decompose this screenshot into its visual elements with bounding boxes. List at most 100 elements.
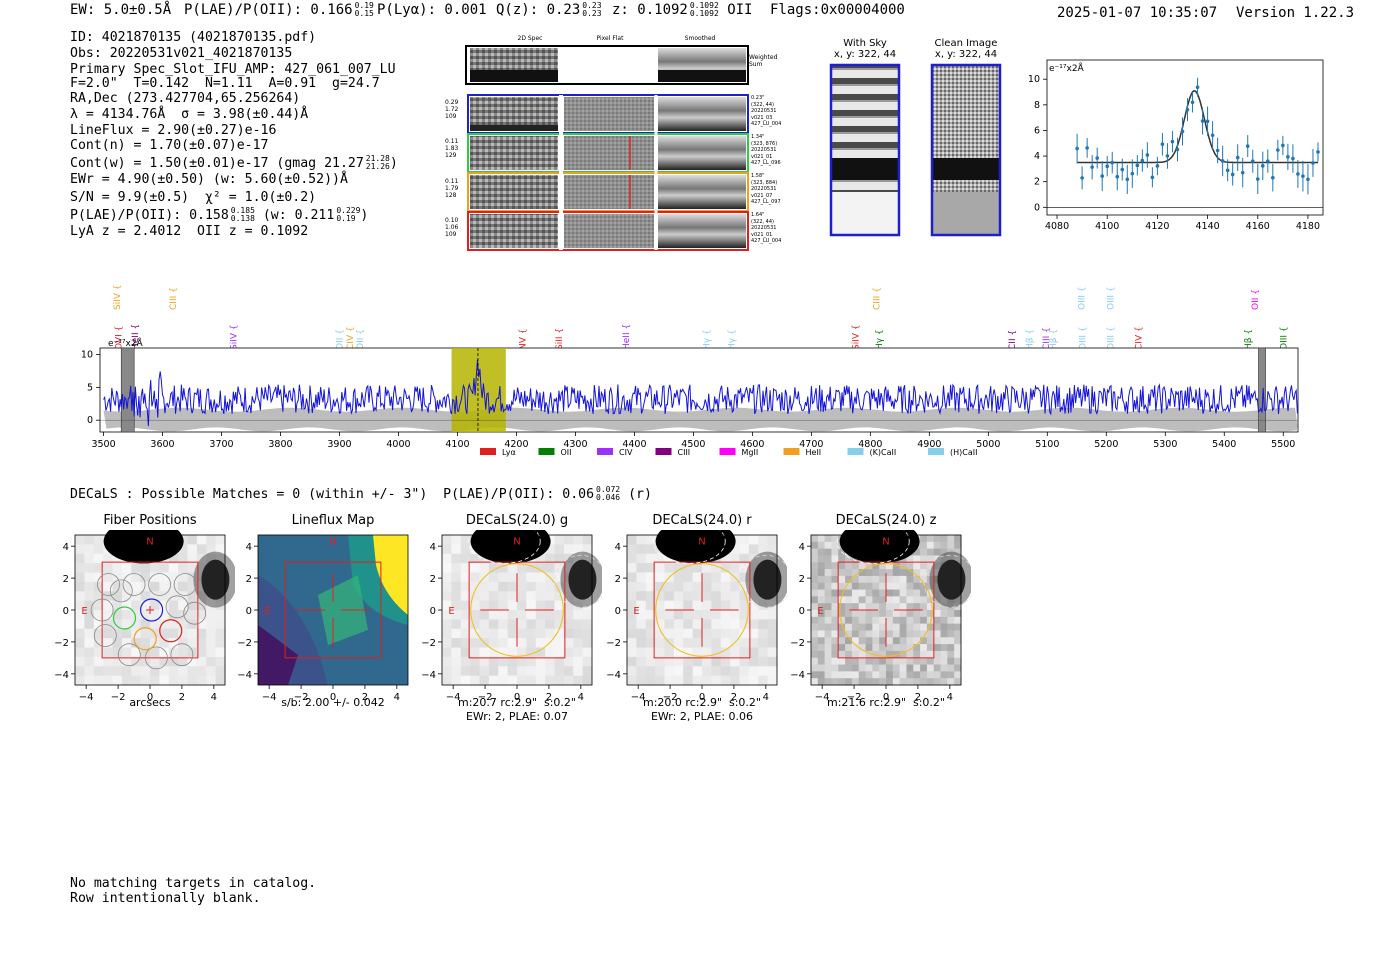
pixel xyxy=(554,572,565,583)
spectral-line-lower: OIII { xyxy=(1279,326,1289,350)
pixel xyxy=(84,591,95,602)
pixel xyxy=(872,664,880,672)
pixel xyxy=(168,572,179,583)
z-hi: 0.1092 xyxy=(689,1,719,10)
pixel xyxy=(655,628,665,639)
pixel xyxy=(886,603,894,611)
pixel xyxy=(831,664,839,672)
pixel xyxy=(178,544,188,555)
catalog-ellipse xyxy=(836,530,910,564)
panel-xtick-label: 0 xyxy=(699,692,705,703)
pixel xyxy=(926,535,935,543)
spectrum-xtick-label: 4200 xyxy=(504,439,528,450)
panel-ytick-label: −2 xyxy=(422,638,436,649)
pixel xyxy=(683,647,694,658)
pixel xyxy=(811,678,819,686)
pixel xyxy=(582,656,593,667)
pixel xyxy=(831,616,839,625)
pixel xyxy=(906,671,914,679)
pixel xyxy=(215,544,226,555)
clean-image-label: Clean Image xyxy=(934,38,998,49)
pixel xyxy=(545,553,555,564)
pixel xyxy=(845,562,853,570)
row4-right: 1.64" (322, 44) 20220531 v021_01 427_LU_004 xyxy=(751,212,782,244)
pixel xyxy=(720,600,731,611)
pixel xyxy=(954,535,962,543)
pixel xyxy=(627,591,637,602)
spectral-line-upper-text: CIII { xyxy=(169,287,179,310)
pixel xyxy=(627,563,637,573)
pixel xyxy=(121,572,132,583)
fit-xtick-label: 4080 xyxy=(1045,221,1069,232)
pixel xyxy=(933,678,942,686)
east-label: E xyxy=(448,606,454,617)
pixel xyxy=(811,664,819,672)
pixel xyxy=(838,610,846,618)
plae-w-hi: 0.229 xyxy=(336,206,361,215)
pixel xyxy=(817,671,826,679)
pixel xyxy=(767,656,778,667)
cutout-row-3 xyxy=(467,172,749,212)
pixel xyxy=(933,548,942,556)
panel-ytick-label: 0 xyxy=(246,606,252,617)
pixel xyxy=(831,582,839,591)
pixel xyxy=(673,675,684,686)
pixel xyxy=(150,656,160,667)
pixel xyxy=(655,581,665,592)
pixel xyxy=(645,600,656,611)
fit-point xyxy=(1145,153,1150,157)
pixel xyxy=(920,610,928,618)
bright-source-north xyxy=(839,530,920,564)
pixel xyxy=(940,548,948,556)
pixel xyxy=(563,628,574,639)
fit-point xyxy=(1230,172,1235,177)
pixel xyxy=(811,589,819,597)
pixel xyxy=(767,675,778,686)
pixel xyxy=(954,623,962,631)
pixel xyxy=(563,675,574,686)
spectral-line-lower: Hγ { xyxy=(875,329,885,350)
pixel xyxy=(196,600,207,611)
pixel xyxy=(554,647,565,658)
pixel xyxy=(767,647,778,658)
cutout-row-4 xyxy=(467,211,749,251)
pixel xyxy=(920,569,928,577)
panel-ytick-label: −2 xyxy=(607,638,621,649)
full-spectrum-plot: SiIV {CIII {CIII {OIII {OIII {OII {OVI {… xyxy=(81,284,1299,457)
panel-image-3: N E −4 −2 0 2 4 4 2 0 −2 −4 xyxy=(607,530,787,703)
pixel xyxy=(926,623,935,631)
fit-xtick-label: 4120 xyxy=(1145,221,1169,232)
decals-hi: 0.072 xyxy=(596,485,621,494)
cutout-row-1 xyxy=(467,94,749,134)
pixel xyxy=(535,553,546,564)
pixel xyxy=(121,666,132,677)
pixel xyxy=(573,647,584,658)
pixel xyxy=(824,582,832,591)
pixel xyxy=(507,628,518,639)
legend-swatch xyxy=(847,448,864,455)
pixel xyxy=(517,666,527,677)
fit-point xyxy=(1266,159,1270,163)
panel-xtick-label: 2 xyxy=(546,692,552,703)
pixel xyxy=(720,647,731,658)
pixel xyxy=(947,671,955,679)
pixel xyxy=(526,675,537,686)
pixel xyxy=(851,630,860,638)
pixel xyxy=(831,644,839,652)
pixel xyxy=(479,591,490,602)
pixel xyxy=(913,616,921,625)
pixel xyxy=(851,575,860,584)
pixel xyxy=(730,647,740,658)
pixel xyxy=(865,630,873,638)
fit-point xyxy=(1140,158,1145,163)
pixel xyxy=(892,603,901,611)
fiber-circle xyxy=(148,573,171,596)
pixel xyxy=(940,678,948,686)
pixel xyxy=(215,628,226,639)
pixel xyxy=(739,675,750,686)
panel-xtick-label: −2 xyxy=(294,692,309,703)
pixel xyxy=(940,603,948,611)
pixel xyxy=(103,563,113,573)
pixel xyxy=(563,666,574,677)
pixel xyxy=(131,563,142,573)
